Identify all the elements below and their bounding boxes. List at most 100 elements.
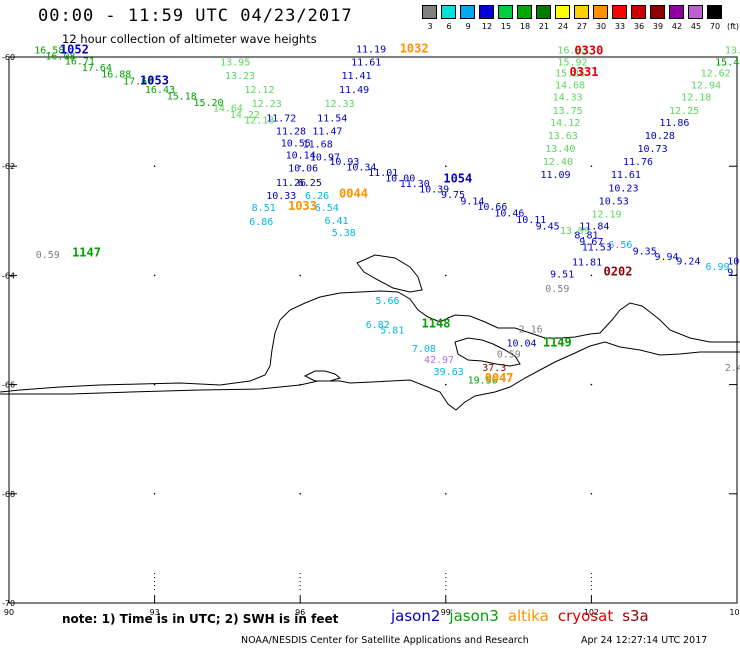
wave-height-label: 8.51 (252, 203, 276, 214)
observation-labels: 16.5816.0816.7117.6416.8817.6016.4315.18… (34, 45, 740, 387)
coastline (0, 254, 740, 411)
coastline-inlet (303, 370, 342, 382)
map-border (8, 56, 738, 604)
satellite-legend-item: cryosat (557, 607, 614, 625)
wave-height-label: 10.28 (645, 131, 675, 142)
scale-swatch (422, 5, 437, 19)
wave-height-label: 11.28 (276, 127, 306, 138)
scale-label: 9 (465, 22, 471, 31)
wave-height-label: 5.81 (380, 325, 404, 336)
wave-height-label: 10.93 (329, 157, 359, 168)
wave-height-label: 6.54 (315, 203, 339, 214)
scale-swatch (555, 5, 570, 19)
grid-dot (590, 274, 593, 277)
scale-swatch (688, 5, 703, 19)
satellite-legend-item: altika (507, 607, 549, 625)
wave-height-label: 6.56 (608, 240, 632, 251)
wave-height-label: 6.82 (366, 320, 390, 331)
wave-height-label: 15.44 (715, 58, 740, 69)
wave-height-label: 13.19 (725, 46, 740, 57)
scale-label: 70 (709, 22, 721, 31)
wave-height-label: 9.94 (654, 252, 678, 263)
scale-swatch (574, 5, 589, 19)
wave-height-label: 10.73 (638, 144, 668, 155)
credit-line: NOAA/NESDIS Center for Satellite Applica… (241, 635, 529, 646)
grid-dot (299, 165, 302, 167)
wave-height-label: 10.00 (385, 173, 415, 184)
scale-label: 6 (446, 22, 452, 31)
scale-label: 42 (671, 22, 683, 31)
pass-time-label: 1148 (422, 316, 451, 330)
scale-label: 36 (633, 22, 645, 31)
wave-height-label: 11.61 (351, 58, 381, 69)
scale-label: 24 (557, 22, 569, 31)
wave-height-label: 11.09 (540, 170, 570, 181)
wave-height-label: 9.51 (550, 270, 574, 281)
wave-height-label: 13.40 (545, 144, 575, 155)
wave-height-label: 14.33 (553, 93, 583, 104)
scale-swatch (650, 5, 665, 19)
wave-height-label: 7.08 (412, 344, 436, 355)
grid-dot (590, 383, 593, 386)
wave-height-label: 11.68 (303, 140, 333, 151)
satellite-legend-item: s3a (622, 607, 649, 625)
coastline-shelf (0, 341, 740, 411)
wave-height-label: 19.56 (468, 376, 498, 387)
wave-height-label: 13.23 (225, 71, 255, 82)
wave-height-label: 15.18 (167, 92, 197, 103)
wave-height-label: 2.16 (519, 325, 543, 336)
satellite-legend-item: jason3 (449, 607, 499, 625)
grid-dot (590, 493, 593, 495)
pass-time-label: 1054 (443, 172, 472, 186)
lon-tick-label: 99 (441, 608, 451, 617)
pass-time-label: 1033 (288, 199, 317, 213)
scale-label: 33 (614, 22, 626, 31)
wave-height-label: 17.60 (123, 76, 153, 87)
scale-unit: (ft) (726, 22, 740, 31)
wave-height-label: 10.33 (266, 191, 296, 202)
scale-label: 27 (576, 22, 588, 31)
wave-height-label: 14.22 (230, 110, 260, 121)
wave-height-label: 10.23 (608, 183, 638, 194)
wave-height-label: 11.53 (582, 242, 612, 253)
scale-label: 3 (427, 22, 433, 31)
scale-label: 15 (500, 22, 512, 31)
grid-dot (153, 165, 156, 167)
wave-height-label: 6.86 (249, 217, 273, 228)
wave-height-label: 12.62 (701, 69, 731, 80)
coastline-bay (454, 337, 521, 367)
wave-height-label: 16.71 (65, 57, 95, 68)
wave-height-label: 9.45 (536, 222, 560, 233)
pass-time-label: 0044 (339, 186, 368, 200)
wave-height-label: 16.58 (34, 46, 64, 57)
pass-time-label: 0047 (485, 371, 514, 385)
wave-height-label: 9.67 (579, 237, 603, 248)
wave-height-label: 11.84 (579, 222, 609, 233)
wave-height-label: 16.03 (557, 46, 587, 57)
scale-swatch (669, 5, 684, 19)
wave-height-label: 12.25 (669, 106, 699, 117)
wave-height-label: 11.01 (368, 168, 398, 179)
grid-dot (299, 274, 302, 277)
wave-height-label: 12.40 (543, 157, 573, 168)
grid-dot (299, 493, 302, 495)
grid-dot (153, 383, 156, 386)
wave-height-label: 11.47 (312, 127, 342, 138)
wave-height-label: 9.24 (676, 256, 700, 267)
wave-height-label: 9.0 (727, 267, 740, 278)
wave-height-label: 8.81 (574, 230, 598, 241)
wave-height-label: 10.14 (286, 151, 316, 162)
grid-dot (445, 274, 447, 277)
pass-time-label: 1032 (400, 42, 429, 56)
wave-height-label: 15.20 (193, 98, 223, 109)
lon-tick-label: 102 (584, 608, 599, 617)
scale-label: 45 (690, 22, 702, 31)
wave-height-label: 16.88 (101, 70, 131, 81)
lat-tick-label: -60 (2, 53, 15, 62)
wave-height-label: 12.23 (252, 99, 282, 110)
chart-title: 00:00 - 11:59 UTC 04/23/2017 (38, 6, 353, 26)
wave-height-label: 14.64 (213, 104, 243, 115)
grid-dot (445, 165, 447, 167)
wave-height-label: 39.63 (434, 367, 464, 378)
